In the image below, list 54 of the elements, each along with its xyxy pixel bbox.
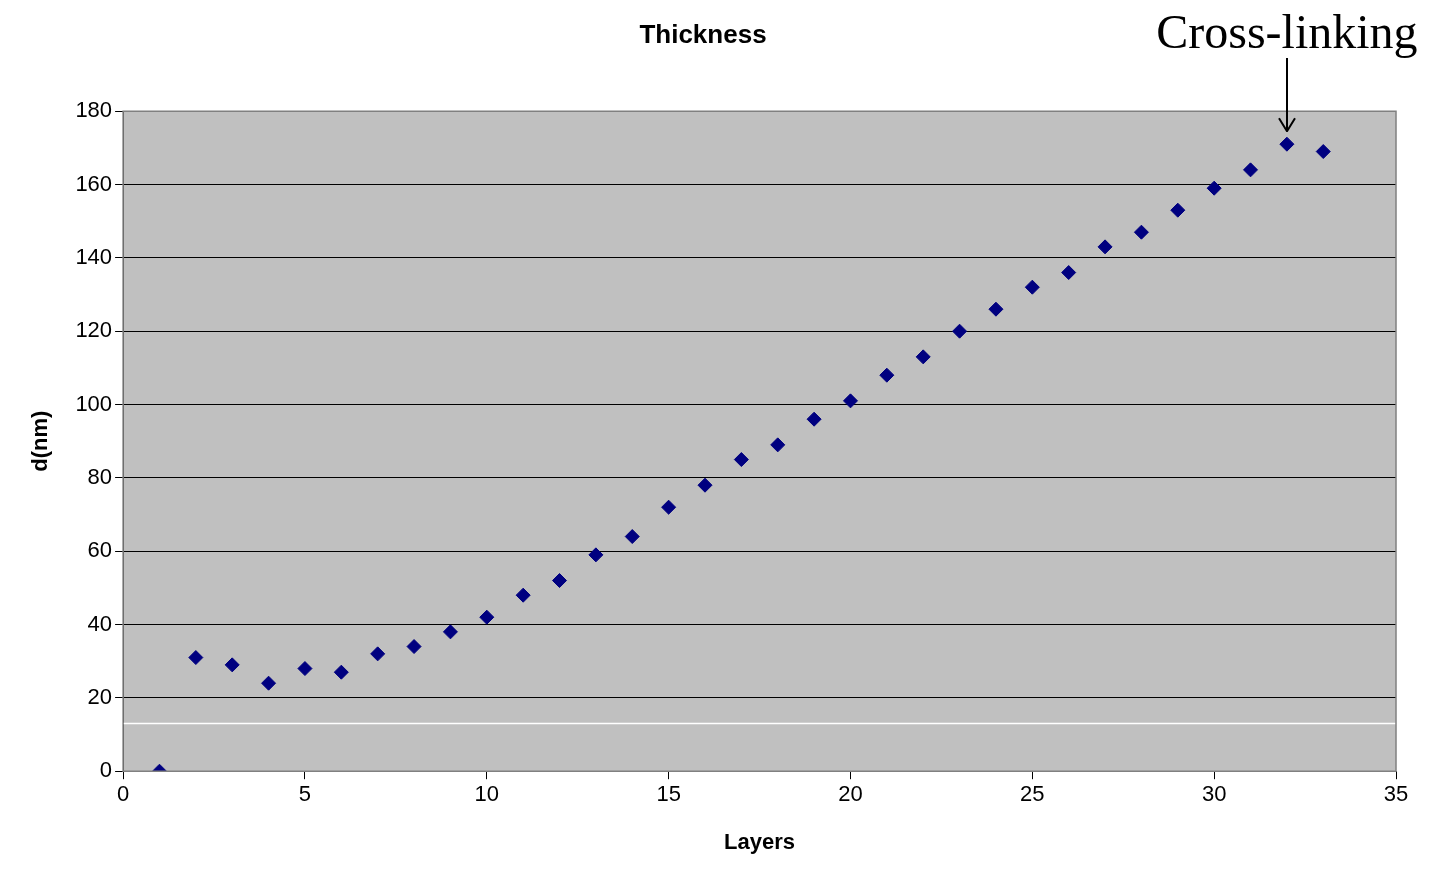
x-axis-title: Layers (724, 828, 796, 854)
x-tick-label: 30 (1201, 781, 1227, 807)
x-tick-label: 5 (298, 781, 312, 807)
y-tick-label: 160 (75, 170, 113, 196)
point (1170, 202, 1186, 218)
point (806, 411, 822, 427)
x-tick-label: 10 (474, 781, 500, 807)
point (879, 367, 895, 383)
point (915, 349, 931, 365)
y-axis-title: d(nm) (27, 410, 53, 472)
point (1206, 180, 1222, 196)
point (733, 452, 749, 468)
y-tick-label: 60 (87, 537, 113, 563)
point (1133, 224, 1149, 240)
point (952, 323, 968, 339)
x-tick-label: 0 (116, 781, 130, 807)
point (297, 661, 313, 677)
point (588, 547, 604, 563)
x-tick-label: 25 (1020, 781, 1045, 807)
point (442, 624, 458, 640)
point (1097, 239, 1113, 255)
point (188, 650, 204, 666)
point (1243, 162, 1259, 178)
point (1279, 136, 1295, 152)
point (842, 393, 858, 409)
y-tick-label: 180 (75, 97, 113, 123)
point (479, 609, 495, 625)
annotation: Cross-linking (1156, 5, 1418, 58)
x-tick-label: 35 (1383, 781, 1409, 807)
point (770, 437, 786, 453)
point (624, 529, 640, 545)
point (515, 587, 531, 603)
y-tick-label: 80 (87, 463, 113, 489)
y-tick-label: 100 (75, 390, 113, 416)
chart-title: Thickness (639, 18, 767, 49)
x-tick-label: 15 (656, 781, 681, 807)
point (661, 499, 677, 515)
point (1061, 265, 1077, 281)
point (333, 664, 349, 680)
point (406, 639, 422, 655)
y-tick-label: 40 (87, 610, 113, 636)
point (261, 675, 277, 691)
point (697, 477, 713, 493)
point (1315, 144, 1331, 160)
y-tick-label: 120 (75, 317, 113, 343)
point (552, 573, 568, 589)
y-tick-label: 140 (75, 243, 113, 269)
point (224, 657, 240, 673)
x-tick-label: 20 (838, 781, 863, 807)
y-tick-label: 20 (87, 683, 113, 709)
point (1024, 279, 1040, 295)
point (988, 301, 1004, 317)
y-tick-label: 0 (99, 757, 113, 783)
point (370, 646, 386, 662)
